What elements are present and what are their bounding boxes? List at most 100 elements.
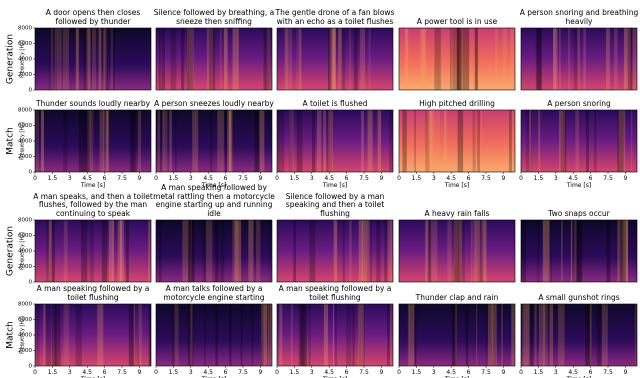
y-tick-label: 6000	[18, 317, 32, 323]
spectrogram-stripe	[473, 220, 481, 282]
x-tick-label: 4.5	[82, 175, 92, 182]
spectrogram-stripe	[452, 28, 459, 90]
spectrogram-stripe	[91, 28, 97, 90]
y-axis-label: Frequency [Hz]	[20, 232, 26, 270]
panel-frame	[155, 27, 273, 91]
x-tick-label: 6	[224, 175, 228, 182]
row-label: Match	[6, 321, 16, 348]
x-tick-label: 3	[310, 175, 314, 182]
spectrogram-stripe	[447, 220, 452, 282]
spectrogram-stripe	[290, 304, 293, 366]
panel-title: A power tool is in use	[416, 16, 498, 26]
spectrogram-stripe	[117, 220, 124, 282]
y-tick-label: 0	[29, 170, 33, 176]
spectrogram-stripe	[476, 304, 478, 366]
spectrogram-stripe	[567, 28, 571, 90]
spectrogram-stripe	[433, 110, 441, 172]
y-tick-label: 2000	[18, 72, 32, 78]
spectrogram-stripe	[606, 220, 611, 282]
spectrogram-stripe	[477, 110, 480, 172]
spectrogram-stripe	[367, 110, 373, 172]
spectrogram-stripe	[333, 220, 338, 282]
spectrogram-stripe	[284, 28, 288, 90]
spectrogram-stripe	[387, 220, 393, 282]
spectrogram-stripe	[55, 28, 57, 90]
x-tick-label: 4.5	[82, 369, 92, 376]
spectrogram-stripe	[420, 28, 426, 90]
spectrogram-stripe	[414, 110, 416, 172]
y-tick-label: 2000	[18, 348, 32, 354]
spectrogram-stripe	[477, 220, 484, 282]
spectrogram-stripe	[169, 110, 173, 172]
spectrogram-stripe	[321, 110, 323, 172]
spectrogram-stripe	[424, 220, 428, 282]
spectrogram-stripe	[349, 220, 352, 282]
spectrogram-stripe	[585, 304, 592, 366]
panel-title: A person snoring and breathing heavily	[519, 8, 639, 26]
spectrogram	[521, 28, 637, 90]
y-tick-label: 0	[29, 88, 33, 94]
y-tick-label: 4000	[18, 57, 32, 63]
spectrogram-stripe	[112, 28, 115, 90]
x-tick-label: 9	[379, 175, 383, 182]
spectrogram-stripe	[157, 110, 161, 172]
spectrogram-stripe	[456, 28, 462, 90]
spectrogram-stripe	[368, 220, 370, 282]
x-tick-label: 6	[103, 175, 107, 182]
x-tick-label: 6	[103, 369, 107, 376]
spectrogram	[277, 28, 393, 90]
spectrogram-stripe	[594, 110, 597, 172]
spectrogram-stripe	[475, 28, 478, 90]
y-tick-label: 8000	[18, 302, 32, 308]
spectrogram-stripe	[339, 28, 346, 90]
spectrogram-stripe	[261, 304, 267, 366]
x-tick-label: 4.5	[446, 175, 456, 182]
spectrogram-stripe	[208, 28, 216, 90]
spectrogram-stripe	[561, 110, 567, 172]
spectrogram-stripe	[323, 110, 326, 172]
panel-title: A person sneezes loudly nearby	[154, 98, 274, 108]
spectrogram-stripe	[536, 28, 542, 90]
spectrogram-stripe	[361, 110, 365, 172]
x-tick-label: 0	[519, 369, 523, 376]
spectrogram-stripe	[459, 220, 462, 282]
spectrogram	[156, 28, 272, 90]
x-tick-label: 1.5	[534, 369, 544, 376]
spectrogram-stripe	[553, 28, 558, 90]
spectrogram-stripe	[426, 220, 429, 282]
panel-frame	[276, 109, 394, 173]
spectrogram-stripe	[601, 304, 608, 366]
panel-frame	[276, 27, 394, 91]
spectrogram-stripe	[104, 28, 109, 90]
spectrogram-stripe	[150, 304, 151, 366]
spectrogram-stripe	[575, 110, 580, 172]
spectrogram-stripe	[346, 304, 352, 366]
spectrogram-stripe	[408, 304, 415, 366]
panel-frame	[520, 303, 638, 367]
spectrogram-stripe	[430, 220, 438, 282]
spectrogram-stripe	[49, 28, 53, 90]
panel-frame	[398, 27, 516, 91]
spectrogram-stripe	[267, 304, 270, 366]
x-tick-label: 1.5	[48, 369, 58, 376]
spectrogram-stripe	[277, 110, 285, 172]
x-axis-label: Time [s]	[80, 376, 105, 378]
spectrogram-stripe	[129, 110, 135, 172]
spectrogram-stripe	[454, 220, 460, 282]
panel-title: Silence followed by breathing, a sneeze …	[153, 8, 275, 26]
spectrogram-stripe	[36, 304, 40, 366]
spectrogram-stripe	[187, 220, 195, 282]
spectrogram-stripe	[390, 220, 393, 282]
spectrogram-stripe	[586, 110, 589, 172]
spectrogram-stripe	[632, 28, 637, 90]
spectrogram-stripe	[309, 220, 311, 282]
spectrogram-stripe	[111, 28, 113, 90]
spectrogram-stripe	[285, 28, 293, 90]
spectrogram-stripe	[180, 28, 185, 90]
spectrogram-stripe	[205, 220, 213, 282]
x-tick-label: 6	[589, 175, 593, 182]
spectrogram-stripe	[227, 110, 231, 172]
spectrogram-stripe	[62, 28, 69, 90]
spectrogram-stripe	[225, 110, 227, 172]
panel-frame	[520, 109, 638, 173]
